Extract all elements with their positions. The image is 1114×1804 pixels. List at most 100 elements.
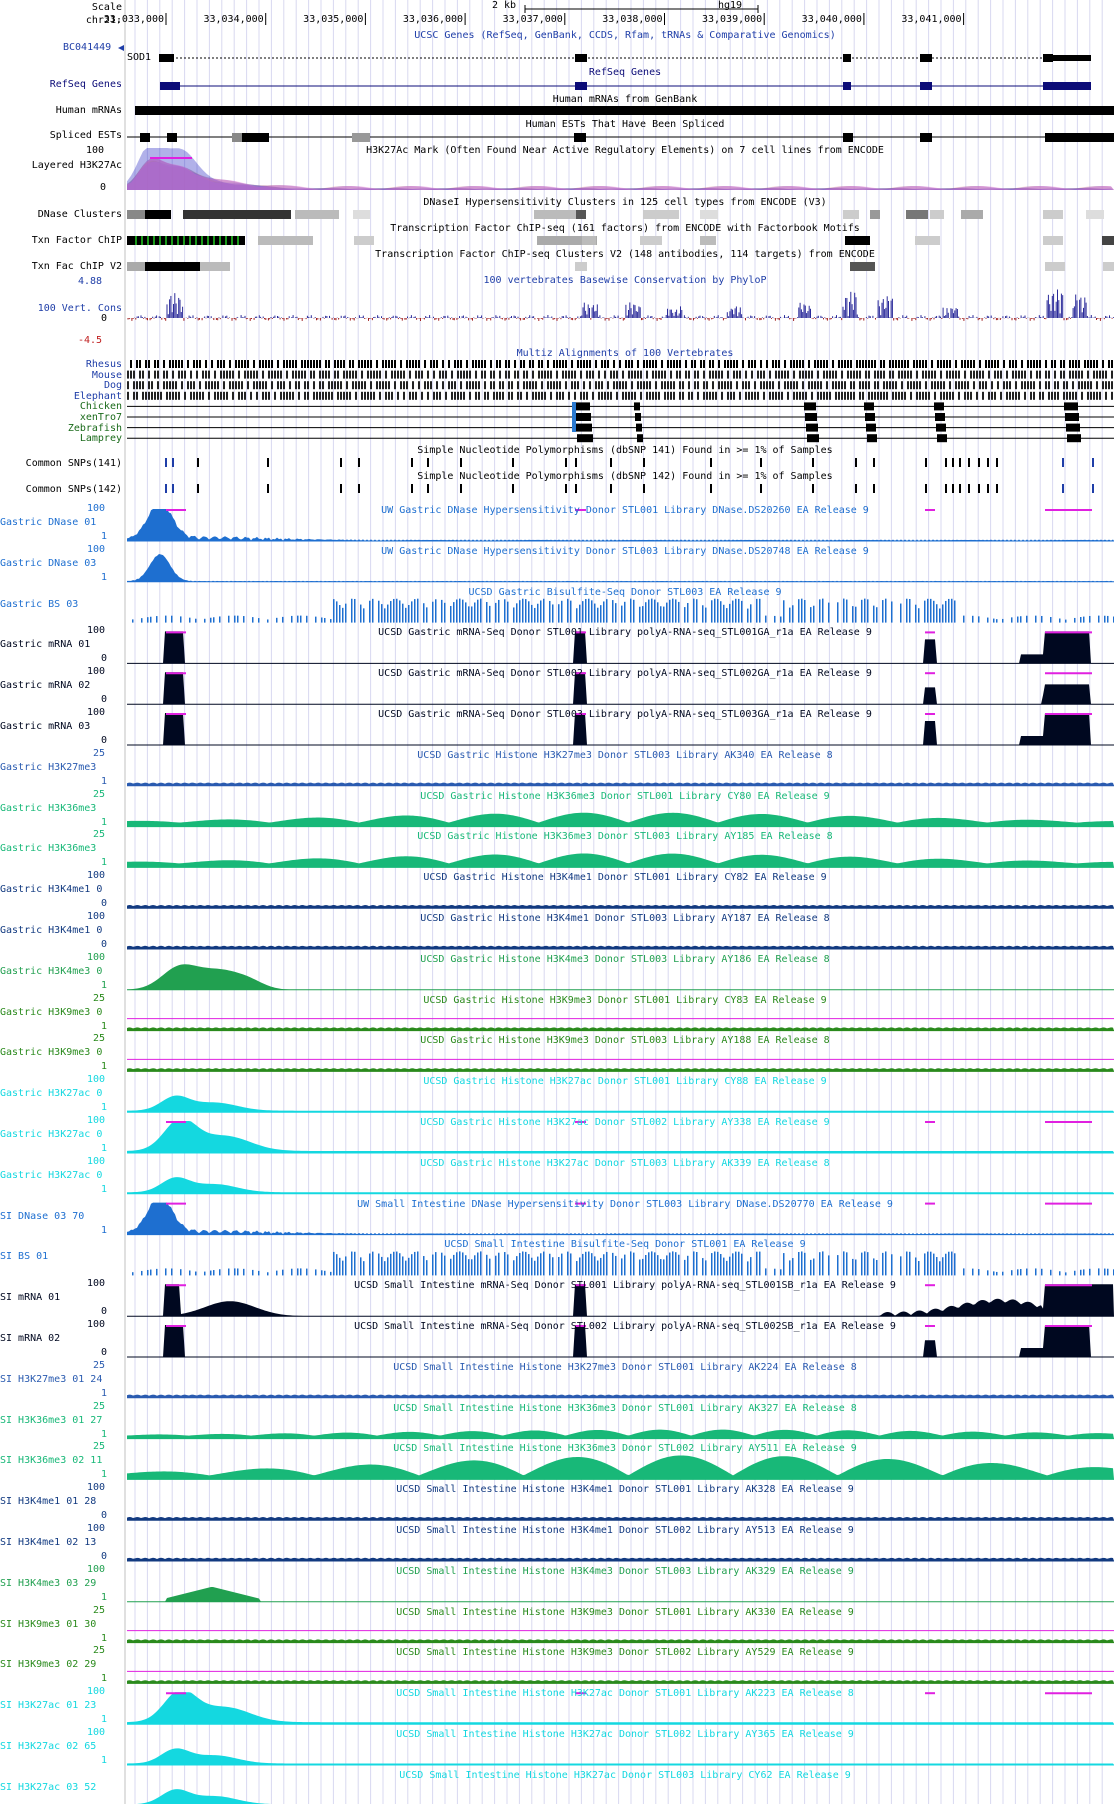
- motif-mark[interactable]: [237, 236, 239, 245]
- dnase-cluster[interactable]: [183, 210, 291, 219]
- track-label-refseq[interactable]: RefSeq Genes: [49, 79, 122, 90]
- motif-mark[interactable]: [189, 236, 191, 245]
- chip-cluster[interactable]: [1045, 262, 1065, 271]
- signal-k4me3[interactable]: [127, 964, 1114, 991]
- motif-mark[interactable]: [195, 236, 197, 245]
- signal-broad[interactable]: [127, 853, 1114, 868]
- track-label-signal[interactable]: Gastric BS 03: [0, 598, 79, 610]
- signal-mrna[interactable]: [127, 1325, 1114, 1358]
- track-label-signal[interactable]: Gastric DNase 03: [0, 557, 97, 569]
- species-label[interactable]: Elephant: [73, 390, 122, 402]
- motif-mark[interactable]: [153, 236, 155, 245]
- track-label-signal[interactable]: SI mRNA 02: [0, 1333, 61, 1344]
- track-label-signal[interactable]: SI BS 01: [0, 1251, 49, 1263]
- signal-flat[interactable]: [127, 782, 1114, 787]
- dnase-cluster[interactable]: [930, 210, 944, 219]
- signal-mrna[interactable]: [127, 631, 1114, 664]
- mrna-block[interactable]: [135, 106, 1114, 115]
- track-label-snp[interactable]: Common SNPs(142): [25, 484, 122, 495]
- track-label-signal[interactable]: SI H3K4me1 02 13: [0, 1537, 97, 1548]
- species-label[interactable]: xenTro7: [79, 412, 122, 423]
- track-label-cons[interactable]: 100 Vert. Cons: [37, 303, 122, 314]
- species-label[interactable]: Mouse: [91, 369, 122, 381]
- signal-bs[interactable]: [132, 1251, 1114, 1276]
- track-label-signal[interactable]: SI H3K27ac 02 65: [0, 1741, 97, 1752]
- track-label-txn-chip-v2[interactable]: Txn Fac ChIP V2: [31, 261, 122, 272]
- exon-block[interactable]: [1043, 54, 1053, 62]
- track-label-txn-chip[interactable]: Txn Factor ChIP: [31, 235, 122, 246]
- track-label-signal[interactable]: Gastric DNase 01: [0, 517, 97, 528]
- track-label-signal[interactable]: Gastric H3K9me3 0: [0, 1006, 103, 1018]
- signal-flat[interactable]: [127, 1394, 1114, 1399]
- exon-block[interactable]: [920, 54, 932, 62]
- track-label-signal[interactable]: SI H3K27ac 01 23: [0, 1700, 97, 1712]
- motif-mark[interactable]: [135, 236, 137, 245]
- motif-mark[interactable]: [147, 236, 149, 245]
- signal-mrna_si[interactable]: [127, 1284, 1114, 1317]
- species-label[interactable]: Chicken: [79, 401, 122, 413]
- species-label[interactable]: Lamprey: [79, 433, 122, 445]
- motif-mark[interactable]: [207, 236, 209, 245]
- chip-cluster[interactable]: [1103, 262, 1114, 271]
- dnase-cluster[interactable]: [700, 210, 718, 219]
- snp-marks[interactable]: [165, 458, 1094, 467]
- motif-mark[interactable]: [183, 236, 185, 245]
- dnase-cluster[interactable]: [353, 210, 370, 219]
- motif-mark[interactable]: [159, 236, 161, 245]
- chip-cluster[interactable]: [537, 236, 597, 245]
- chip-cluster[interactable]: [1043, 236, 1063, 245]
- signal-flat[interactable]: [127, 1517, 1114, 1521]
- est-block[interactable]: [140, 133, 150, 142]
- track-label-signal[interactable]: Gastric H3K36me3: [0, 843, 97, 855]
- signal-flat[interactable]: [127, 1058, 1114, 1072]
- chip-cluster[interactable]: [845, 236, 870, 245]
- motif-mark[interactable]: [225, 236, 227, 245]
- dnase-cluster[interactable]: [576, 210, 586, 219]
- track-label-signal[interactable]: SI H3K4me3 03 29: [0, 1577, 97, 1589]
- signal-flat[interactable]: [127, 1018, 1114, 1032]
- motif-mark[interactable]: [213, 236, 215, 245]
- dnase-cluster[interactable]: [843, 210, 859, 219]
- track-label-signal[interactable]: Gastric H3K27ac 0: [0, 1169, 103, 1181]
- signal-flat[interactable]: [127, 1630, 1114, 1644]
- signal-k4me3_si[interactable]: [127, 1587, 1114, 1603]
- track-label-snp[interactable]: Common SNPs(141): [25, 458, 122, 469]
- track-label-est[interactable]: Spliced ESTs: [49, 130, 122, 141]
- signal-k27ac[interactable]: [127, 1095, 1114, 1113]
- conservation-signal[interactable]: [127, 289, 1114, 321]
- motif-mark[interactable]: [171, 236, 173, 245]
- est-block[interactable]: [167, 133, 177, 142]
- track-label-signal[interactable]: Gastric H3K4me1 0: [0, 925, 103, 936]
- signal-k27ac[interactable]: [127, 1789, 1114, 1804]
- chrom-label[interactable]: chr21:: [85, 15, 122, 26]
- dnase-cluster[interactable]: [295, 210, 339, 219]
- chip-cluster[interactable]: [1102, 236, 1114, 245]
- track-label-mrna[interactable]: Human mRNAs: [55, 105, 122, 116]
- track-label-signal[interactable]: SI H3K36me3 02 11: [0, 1455, 103, 1467]
- est-block[interactable]: [1045, 133, 1114, 142]
- chip-cluster[interactable]: [145, 262, 200, 271]
- exon-block[interactable]: [920, 82, 932, 90]
- exon-block[interactable]: [160, 82, 180, 90]
- snp-marks[interactable]: [165, 484, 1094, 493]
- signal-broad_small[interactable]: [127, 1429, 1114, 1440]
- est-block[interactable]: [352, 133, 370, 142]
- signal-dnase[interactable]: [127, 509, 1114, 542]
- exon-block[interactable]: [159, 54, 174, 62]
- track-label-signal[interactable]: Gastric mRNA 02: [0, 680, 91, 692]
- signal-flat[interactable]: [127, 945, 1114, 950]
- signal-flat[interactable]: [127, 1670, 1114, 1684]
- dnase-cluster[interactable]: [534, 210, 582, 219]
- motif-mark[interactable]: [165, 236, 167, 245]
- signal-mrna[interactable]: [127, 713, 1114, 746]
- chip-cluster[interactable]: [582, 236, 596, 245]
- track-label-signal[interactable]: Gastric mRNA 03: [0, 721, 91, 732]
- signal-bs[interactable]: [132, 598, 1114, 623]
- track-label-signal[interactable]: Gastric H3K27ac 0: [0, 1129, 103, 1140]
- motif-mark[interactable]: [141, 236, 143, 245]
- track-label-signal[interactable]: Gastric H3K4me3 0: [0, 965, 103, 977]
- signal-mrna[interactable]: [127, 672, 1114, 705]
- chip-cluster[interactable]: [127, 236, 245, 245]
